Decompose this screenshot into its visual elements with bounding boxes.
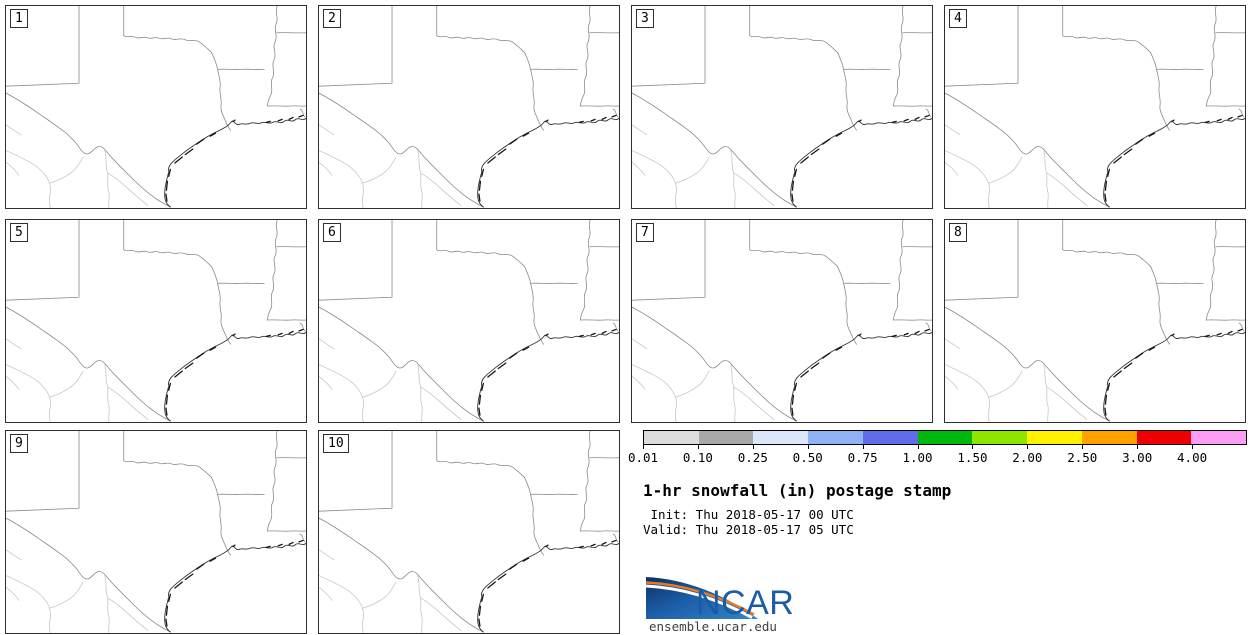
init-time: Init: Thu 2018-05-17 00 UTC: [643, 507, 854, 522]
colorbar-tick-label: 2.00: [1012, 450, 1043, 465]
ncar-logo-wordmark: NCAR: [696, 584, 794, 619]
ncar-logo-orange-arc: [645, 581, 755, 616]
colorbar-tick: [643, 444, 644, 449]
colorbar-segment: [1136, 431, 1192, 444]
colorbar-segment: [972, 431, 1028, 444]
colorbar-tick-label: 0.50: [792, 450, 823, 465]
colorbar: [643, 430, 1247, 445]
map-panel: 3: [631, 5, 933, 209]
colorbar-tick: [1137, 444, 1139, 449]
ncar-logo: NCAR: [645, 573, 806, 623]
site-url: ensemble.ucar.edu: [649, 619, 777, 634]
colorbar-tick-label: 0.10: [682, 450, 713, 465]
colorbar-segment: [1191, 431, 1247, 444]
colorbar-tick: [1082, 444, 1084, 449]
colorbar-segment: [644, 431, 699, 444]
texas-region-map: [319, 431, 619, 633]
map-panel: 4: [944, 5, 1246, 209]
colorbar-tick-label: 0.75: [847, 450, 878, 465]
colorbar-tick: [807, 444, 809, 449]
panel-number: 3: [636, 9, 654, 28]
colorbar-tick-label: 2.50: [1067, 450, 1098, 465]
texas-region-map: [319, 6, 619, 208]
colorbar-segment: [808, 431, 863, 444]
colorbar-ticks: [643, 444, 1247, 449]
colorbar-segment: [698, 431, 754, 444]
plot-title: 1-hr snowfall (in) postage stamp: [643, 481, 952, 500]
panel-number: 5: [10, 223, 28, 242]
texas-region-map: [6, 431, 306, 633]
panel-number: 2: [323, 9, 341, 28]
colorbar-segment: [753, 431, 809, 444]
panel-number: 7: [636, 223, 654, 242]
colorbar-tick: [917, 444, 919, 449]
texas-region-map: [319, 220, 619, 422]
valid-time: Valid: Thu 2018-05-17 05 UTC: [643, 522, 854, 537]
ncar-logo-swoosh: [646, 577, 758, 619]
panel-number: 9: [10, 434, 28, 453]
colorbar-labels: 0.01 0.10 0.25 0.50 0.75 1.00 1.50 2.00 2.50 3.00…: [628, 450, 1247, 466]
panel-number: 1: [10, 9, 28, 28]
ncar-logo-white-arc: [645, 584, 753, 619]
colorbar-tick: [697, 444, 699, 449]
map-panel: 10: [318, 430, 620, 634]
map-panel: 2: [318, 5, 620, 209]
panel-number: 4: [949, 9, 967, 28]
panel-number: 10: [323, 434, 349, 453]
colorbar-segment: [1027, 431, 1082, 444]
panel-number: 8: [949, 223, 967, 242]
colorbar-tick-label: 1.00: [902, 450, 933, 465]
texas-region-map: [6, 6, 306, 208]
map-panel: 8: [944, 219, 1246, 423]
colorbar-tick: [862, 444, 864, 449]
map-panel: 6: [318, 219, 620, 423]
ncar-logo-graphic: NCAR: [645, 577, 794, 622]
colorbar-segment: [862, 431, 918, 444]
colorbar-tick-label: 1.50: [957, 450, 988, 465]
panel-number: 6: [323, 223, 341, 242]
texas-region-map: [945, 220, 1245, 422]
colorbar-tick-label: 0.25: [737, 450, 768, 465]
colorbar-tick-label: 3.00: [1122, 450, 1153, 465]
colorbar-tick-label: 4.00: [1177, 450, 1208, 465]
legend-block: 0.01 0.10 0.25 0.50 0.75 1.00 1.50 2.00 2.50 3.00…: [628, 430, 1247, 635]
colorbar-segment: [1081, 431, 1137, 444]
texas-region-map: [632, 220, 932, 422]
texas-region-map: [632, 6, 932, 208]
colorbar-tick: [752, 444, 754, 449]
map-panel: 7: [631, 219, 933, 423]
texas-region-map: [945, 6, 1245, 208]
colorbar-tick: [972, 444, 974, 449]
map-panel: 1: [5, 5, 307, 209]
map-panel: 5: [5, 219, 307, 423]
colorbar-tick: [1027, 444, 1029, 449]
colorbar-segment: [917, 431, 973, 444]
colorbar-tick: [1192, 444, 1194, 449]
colorbar-tick-label: 0.01: [627, 450, 659, 465]
texas-region-map: [6, 220, 306, 422]
map-panel: 9: [5, 430, 307, 634]
timestamps: Init: Thu 2018-05-17 00 UTC Valid: Thu 2…: [643, 507, 854, 537]
